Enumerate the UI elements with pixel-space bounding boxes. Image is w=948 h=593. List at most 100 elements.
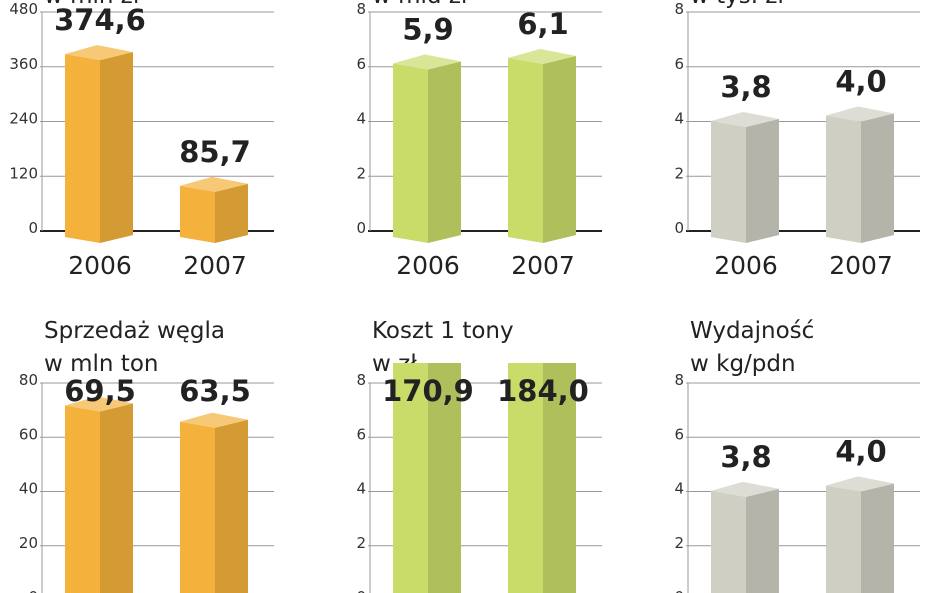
y-tick-label: 8 [674, 371, 684, 389]
y-tick-label: 8 [356, 0, 366, 18]
bar-right-face [428, 61, 461, 243]
bar-top [65, 396, 133, 412]
bar-right-face [100, 403, 133, 593]
bar-left-face [508, 58, 543, 244]
bar-right-face [746, 488, 779, 593]
y-tick-label: 6 [356, 425, 366, 443]
y-tick-label: 2 [356, 534, 366, 552]
x-tick-label: 2007 [511, 251, 575, 280]
value-label: 170,9 [382, 374, 474, 408]
chart-subtitle: w mln ton [44, 351, 158, 377]
bar-left-face [65, 54, 100, 244]
y-tick-label: 2 [674, 164, 684, 182]
bar-top-light [393, 54, 461, 70]
value-label: 4,0 [835, 435, 886, 469]
bar-top-light [508, 49, 576, 65]
value-label: 5,9 [402, 12, 453, 46]
value-label: 85,7 [179, 135, 251, 169]
bar-top [180, 176, 248, 192]
bar-top-light [826, 476, 894, 492]
chart-title: Sprzedaż węgla [44, 318, 225, 344]
value-label: 69,5 [64, 374, 136, 408]
y-tick-label: 360 [9, 55, 38, 73]
bar-top [826, 476, 894, 492]
y-tick-label: 120 [9, 164, 38, 182]
x-tick-label: 2007 [183, 251, 247, 280]
y-tick-label: 60 [19, 425, 38, 443]
y-tick-label: 80 [19, 371, 38, 389]
bar-right-face [861, 483, 894, 593]
value-label: 4,0 [835, 65, 886, 99]
y-tick-label: 0 [356, 219, 366, 237]
bars [393, 363, 576, 593]
bar-top-light [65, 396, 133, 412]
y-tick-label: 0 [674, 588, 684, 593]
bar-left-face [711, 120, 746, 243]
value-label: 63,5 [179, 374, 251, 408]
bar-right-shade [861, 483, 894, 593]
bar-right-shade [215, 419, 248, 593]
y-tick-label: 6 [356, 55, 366, 73]
bar-right-shade [428, 363, 461, 593]
bar-right-shade [100, 52, 133, 244]
y-tick-label: 6 [674, 55, 684, 73]
bar-right-face [861, 113, 894, 243]
bar-right-shade [746, 118, 779, 243]
y-tick-label: 4 [674, 110, 684, 128]
bar-top-light [826, 106, 894, 122]
bar-top [711, 111, 779, 127]
y-tick-label: 480 [9, 0, 38, 18]
bar-top [180, 412, 248, 428]
value-label: 3,8 [720, 440, 771, 474]
bar-top-light [180, 412, 248, 428]
bar-top-light [711, 481, 779, 497]
bar-left-face [65, 405, 100, 593]
bars [65, 396, 248, 593]
y-tick-label: 6 [674, 425, 684, 443]
bar-top-light [65, 45, 133, 61]
bar-left-face [826, 485, 861, 593]
x-tick-label: 2006 [396, 251, 460, 280]
chart-title: Wydajność [690, 318, 814, 344]
y-tick-label: 2 [674, 534, 684, 552]
x-tick-label: 2006 [714, 251, 778, 280]
y-tick-label: 4 [356, 480, 366, 498]
bar-right-face [746, 118, 779, 243]
bar-right-shade [543, 363, 576, 593]
bar-right-face [543, 56, 576, 244]
chart-subtitle: w tys. zł [690, 0, 784, 9]
bar-right-shade [861, 113, 894, 243]
y-tick-label: 8 [674, 0, 684, 18]
chart-subtitle: w mln zł [44, 0, 140, 9]
bar-right-face [215, 183, 248, 243]
y-tick-label: 0 [28, 219, 38, 237]
y-tick-label: 2 [356, 164, 366, 182]
y-tick-label: 0 [674, 219, 684, 237]
bars [393, 49, 576, 244]
bar-top [65, 45, 133, 61]
bar-right-face [100, 52, 133, 244]
bar-right-shade [215, 183, 248, 243]
value-label: 3,8 [720, 70, 771, 104]
bar-left-face [826, 115, 861, 243]
y-tick-label: 4 [356, 110, 366, 128]
bars [65, 45, 248, 244]
x-tick-label: 2006 [68, 251, 132, 280]
y-tick-label: 4 [674, 480, 684, 498]
value-label: 6,1 [517, 7, 568, 41]
x-tick-label: 2007 [829, 251, 893, 280]
bar-top [826, 106, 894, 122]
y-tick-label: 8 [356, 371, 366, 389]
chart-title: Koszt 1 tony [372, 318, 514, 344]
bar-top [393, 54, 461, 70]
bar-top [508, 49, 576, 65]
bar-top-light [180, 176, 248, 192]
bars [711, 106, 894, 243]
bar-left-face [508, 363, 543, 593]
y-tick-label: 240 [9, 110, 38, 128]
y-tick-label: 0 [356, 588, 366, 593]
bar-right-face [543, 363, 576, 593]
bar-left-face [393, 63, 428, 243]
bar-right-shade [428, 61, 461, 243]
